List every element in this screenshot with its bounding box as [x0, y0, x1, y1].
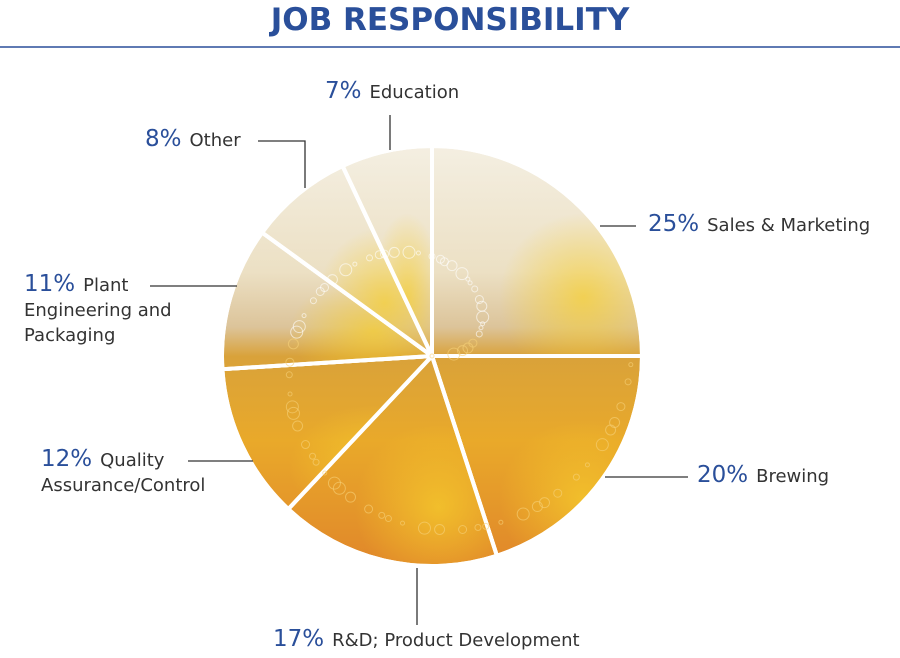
bubble: [628, 362, 634, 368]
slice-label: 17% R&D; Product Development: [273, 627, 580, 653]
bubble: [322, 470, 328, 476]
slice-glow: [430, 354, 644, 558]
category-label: Other: [189, 130, 241, 151]
bubble: [475, 330, 483, 338]
category-label: Education: [369, 82, 460, 103]
bubble: [478, 325, 484, 331]
bubble: [320, 283, 330, 293]
percent-label: 12%: [41, 446, 93, 472]
bubble: [345, 491, 357, 503]
bubble: [352, 261, 358, 267]
slice-glow: [220, 230, 434, 372]
bubble: [285, 357, 295, 367]
bubble: [471, 285, 479, 293]
bubble: [327, 476, 341, 490]
percent-label: 20%: [697, 462, 749, 488]
bubble: [480, 321, 486, 327]
bubble: [446, 260, 458, 272]
slice-glow: [430, 144, 644, 358]
pie: [220, 144, 644, 568]
bubble: [290, 325, 304, 339]
bubble: [616, 402, 626, 412]
bubble: [415, 250, 421, 256]
slice-label: 7% Education: [325, 79, 459, 105]
slice-label: 11% Plant Engineering and Packaging: [24, 272, 194, 348]
percent-label: 25%: [648, 211, 700, 237]
bubble: [287, 391, 293, 397]
bubble: [572, 473, 580, 481]
bubble: [400, 520, 406, 526]
percent-label: 11%: [24, 271, 76, 297]
bubble: [447, 347, 461, 361]
bubble: [286, 406, 300, 420]
bubble: [516, 507, 530, 521]
percent-label: 17%: [273, 626, 325, 652]
bubble: [434, 524, 446, 536]
slice-glow: [286, 354, 499, 568]
slice-glow: [220, 354, 434, 512]
slice-label: 12% Quality Assurance/Control: [41, 447, 231, 498]
bubble: [482, 522, 490, 530]
bubble: [429, 353, 435, 359]
bubble: [457, 345, 469, 357]
bubble: [402, 245, 416, 259]
bubble: [476, 310, 490, 324]
bubble: [462, 342, 474, 354]
bubble: [498, 519, 504, 525]
bubble: [379, 249, 389, 259]
category-label: Plant Engineering and Packaging: [24, 275, 172, 346]
bubble: [605, 424, 617, 436]
bubble: [374, 250, 384, 260]
bubble: [309, 297, 317, 305]
bubble: [312, 458, 320, 466]
leaders: [150, 115, 688, 625]
bubble: [292, 320, 306, 334]
bubble: [531, 501, 543, 513]
bubble: [465, 276, 471, 282]
percent-label: 8%: [145, 126, 182, 152]
bubble: [378, 511, 386, 519]
category-label: Quality Assurance/Control: [41, 450, 206, 496]
bubble: [287, 338, 299, 350]
bubble: [624, 378, 632, 386]
bubble: [455, 267, 469, 281]
category-label: Brewing: [756, 466, 830, 487]
bubble: [292, 420, 304, 432]
bubble: [364, 504, 374, 514]
slice-glow: [260, 163, 434, 358]
bubble: [332, 481, 346, 495]
bubble: [467, 280, 473, 286]
bubble: [474, 294, 484, 304]
bubble: [384, 515, 392, 523]
bubble: [595, 438, 609, 452]
bubble: [285, 371, 293, 379]
bubble: [468, 338, 478, 348]
bubble: [388, 246, 400, 258]
category-label: Sales & Marketing: [707, 215, 871, 236]
bubble: [326, 274, 338, 286]
bubble: [301, 313, 307, 319]
bubble: [474, 523, 482, 531]
bubble: [339, 263, 353, 277]
bubble: [458, 525, 468, 535]
slice-label: 25% Sales & Marketing: [648, 212, 870, 238]
bubble: [417, 521, 431, 535]
bubble: [584, 462, 590, 468]
category-label: R&D; Product Development: [332, 630, 580, 651]
bubble: [428, 252, 436, 260]
bubble: [309, 452, 317, 460]
slice-label: 8% Other: [145, 127, 241, 153]
bubble: [539, 497, 551, 509]
percent-label: 7%: [325, 78, 362, 104]
bubble: [285, 400, 299, 414]
bubble: [301, 440, 311, 450]
bubble: [553, 488, 563, 498]
slice-label: 20% Brewing: [697, 463, 829, 489]
bubble: [439, 257, 449, 267]
bubble: [366, 254, 374, 262]
chart-title: JOB RESPONSIBILITY: [270, 2, 630, 38]
